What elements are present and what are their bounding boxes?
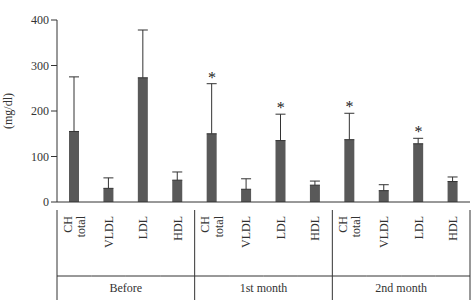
svg-text:HDL: HDL xyxy=(171,216,185,241)
svg-text:400: 400 xyxy=(31,13,49,27)
svg-text:VLDL: VLDL xyxy=(377,216,391,248)
svg-text:LDL: LDL xyxy=(274,216,288,239)
svg-text:VLDL: VLDL xyxy=(102,216,116,248)
svg-text:100: 100 xyxy=(31,150,49,164)
svg-text:CHtotal: CHtotal xyxy=(61,215,88,237)
svg-text:LDL: LDL xyxy=(136,216,150,239)
svg-text:(mg/dl): (mg/dl) xyxy=(8,93,15,129)
svg-text:*: * xyxy=(346,98,354,115)
svg-text:HDL: HDL xyxy=(446,216,460,241)
svg-text:200: 200 xyxy=(31,104,49,118)
svg-text:HDL: HDL xyxy=(308,216,322,241)
svg-text:CHtotal: CHtotal xyxy=(336,215,363,237)
svg-text:2nd month: 2nd month xyxy=(375,281,427,295)
svg-text:*: * xyxy=(414,123,422,140)
svg-text:1st month: 1st month xyxy=(240,281,288,295)
svg-text:*: * xyxy=(208,69,216,86)
svg-text:CHtotal: CHtotal xyxy=(198,215,225,237)
svg-text:Before: Before xyxy=(110,281,143,295)
svg-text:*: * xyxy=(277,99,285,116)
svg-text:VLDL: VLDL xyxy=(239,216,253,248)
svg-text:0: 0 xyxy=(43,195,49,209)
svg-text:300: 300 xyxy=(31,59,49,73)
svg-text:LDL: LDL xyxy=(412,216,426,239)
